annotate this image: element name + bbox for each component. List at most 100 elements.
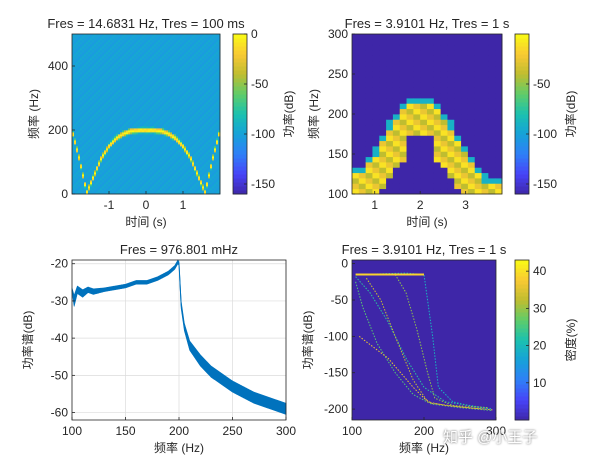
heatmap-cell — [96, 146, 99, 149]
heatmap-cell — [194, 38, 197, 41]
heatmap-cell — [78, 96, 81, 99]
heatmap-cell — [164, 184, 167, 187]
heatmap-cell — [174, 48, 177, 51]
heatmap-cell — [162, 188, 165, 191]
heatmap-cell — [116, 124, 119, 127]
heatmap-cell — [136, 68, 139, 71]
heatmap-cell — [88, 70, 91, 73]
heatmap-cell — [182, 94, 185, 97]
heatmap-cell — [158, 144, 161, 147]
heatmap-cell — [88, 178, 91, 181]
heatmap-cell — [88, 160, 91, 163]
heatmap-cell — [72, 100, 75, 103]
heatmap-cell — [96, 108, 99, 111]
heatmap-cell — [188, 148, 191, 151]
heatmap-cell — [80, 112, 83, 115]
heatmap-cell — [150, 96, 153, 99]
heatmap-cell — [96, 88, 99, 91]
heatmap-cell — [88, 186, 91, 189]
heatmap-cell — [184, 104, 187, 107]
heatmap-cell — [114, 88, 117, 91]
heatmap-cell — [142, 40, 145, 43]
heatmap-cell — [96, 72, 99, 75]
heatmap-cell — [176, 72, 179, 75]
heatmap-cell — [76, 118, 79, 121]
heatmap-cell — [192, 58, 195, 61]
heatmap-cell — [112, 50, 115, 53]
heatmap-cell — [188, 80, 191, 83]
heatmap-cell — [108, 64, 111, 67]
heatmap-cell — [96, 60, 99, 63]
heatmap-cell — [120, 48, 123, 51]
heatmap-cell — [174, 152, 177, 155]
heatmap-cell — [130, 94, 133, 97]
heatmap-cell — [74, 104, 77, 107]
heatmap-cell — [124, 126, 127, 129]
heatmap-cell — [96, 190, 99, 193]
heatmap-cell — [86, 138, 89, 141]
heatmap-cell — [110, 100, 113, 103]
heatmap-cell — [102, 142, 105, 145]
heatmap-cell — [190, 172, 193, 175]
heatmap-cell — [144, 56, 147, 59]
heatmap-cell — [166, 170, 169, 173]
heatmap-cell — [172, 134, 175, 137]
heatmap-cell — [114, 66, 117, 69]
heatmap-cell — [120, 102, 123, 105]
heatmap-cell — [160, 150, 163, 153]
heatmap-cell — [158, 132, 161, 135]
heatmap-cell — [178, 162, 181, 165]
heatmap-cell — [152, 66, 155, 69]
heatmap-cell — [192, 150, 195, 153]
heatmap-cell — [196, 146, 199, 149]
heatmap-cell — [130, 60, 133, 63]
heatmap-cell — [80, 118, 83, 121]
heatmap-cell — [96, 168, 99, 171]
heatmap-cell — [174, 164, 177, 167]
heatmap-cell — [114, 70, 117, 73]
heatmap-cell — [188, 152, 191, 155]
heatmap-cell — [76, 36, 79, 39]
heatmap-cell — [142, 62, 145, 65]
heatmap-cell — [106, 174, 109, 177]
heatmap-cells — [72, 34, 221, 195]
heatmap-cell — [172, 182, 175, 185]
heatmap-cell — [102, 34, 105, 37]
heatmap-cell — [76, 52, 79, 55]
heatmap-cell — [148, 136, 151, 139]
heatmap-cell — [128, 52, 131, 55]
heatmap-cell — [74, 162, 77, 165]
heatmap-cell — [90, 148, 93, 151]
heatmap-cell — [102, 124, 105, 127]
heatmap-cell — [76, 58, 79, 61]
heatmap-cell — [150, 180, 153, 183]
heatmap-cell — [154, 62, 157, 65]
heatmap-cell — [92, 152, 95, 155]
heatmap-cell — [158, 80, 161, 83]
heatmap-cell — [162, 176, 165, 179]
heatmap-cell — [108, 158, 111, 161]
heatmap-cell — [124, 34, 127, 37]
heatmap-cell — [148, 186, 151, 189]
heatmap-cell — [182, 86, 185, 89]
heatmap-cell — [154, 52, 157, 55]
heatmap-cell — [136, 84, 139, 87]
heatmap-cell — [166, 48, 169, 51]
heatmap-cell — [188, 154, 191, 157]
heatmap-cell — [170, 180, 173, 183]
heatmap-cell — [184, 176, 187, 179]
heatmap-cell — [188, 92, 191, 95]
heatmap-cell — [118, 124, 121, 127]
heatmap-cell — [182, 70, 185, 73]
heatmap-cell — [182, 114, 185, 117]
heatmap-cell — [180, 66, 183, 69]
heatmap-cell — [158, 108, 161, 111]
heatmap-cell — [82, 160, 85, 163]
heatmap-cell — [124, 50, 127, 53]
heatmap-cell — [190, 74, 193, 77]
heatmap-cell — [94, 158, 97, 161]
heatmap-cell — [182, 104, 185, 107]
heatmap-cell — [146, 72, 149, 75]
heatmap-cell — [112, 132, 115, 135]
heatmap-cell — [74, 78, 77, 81]
